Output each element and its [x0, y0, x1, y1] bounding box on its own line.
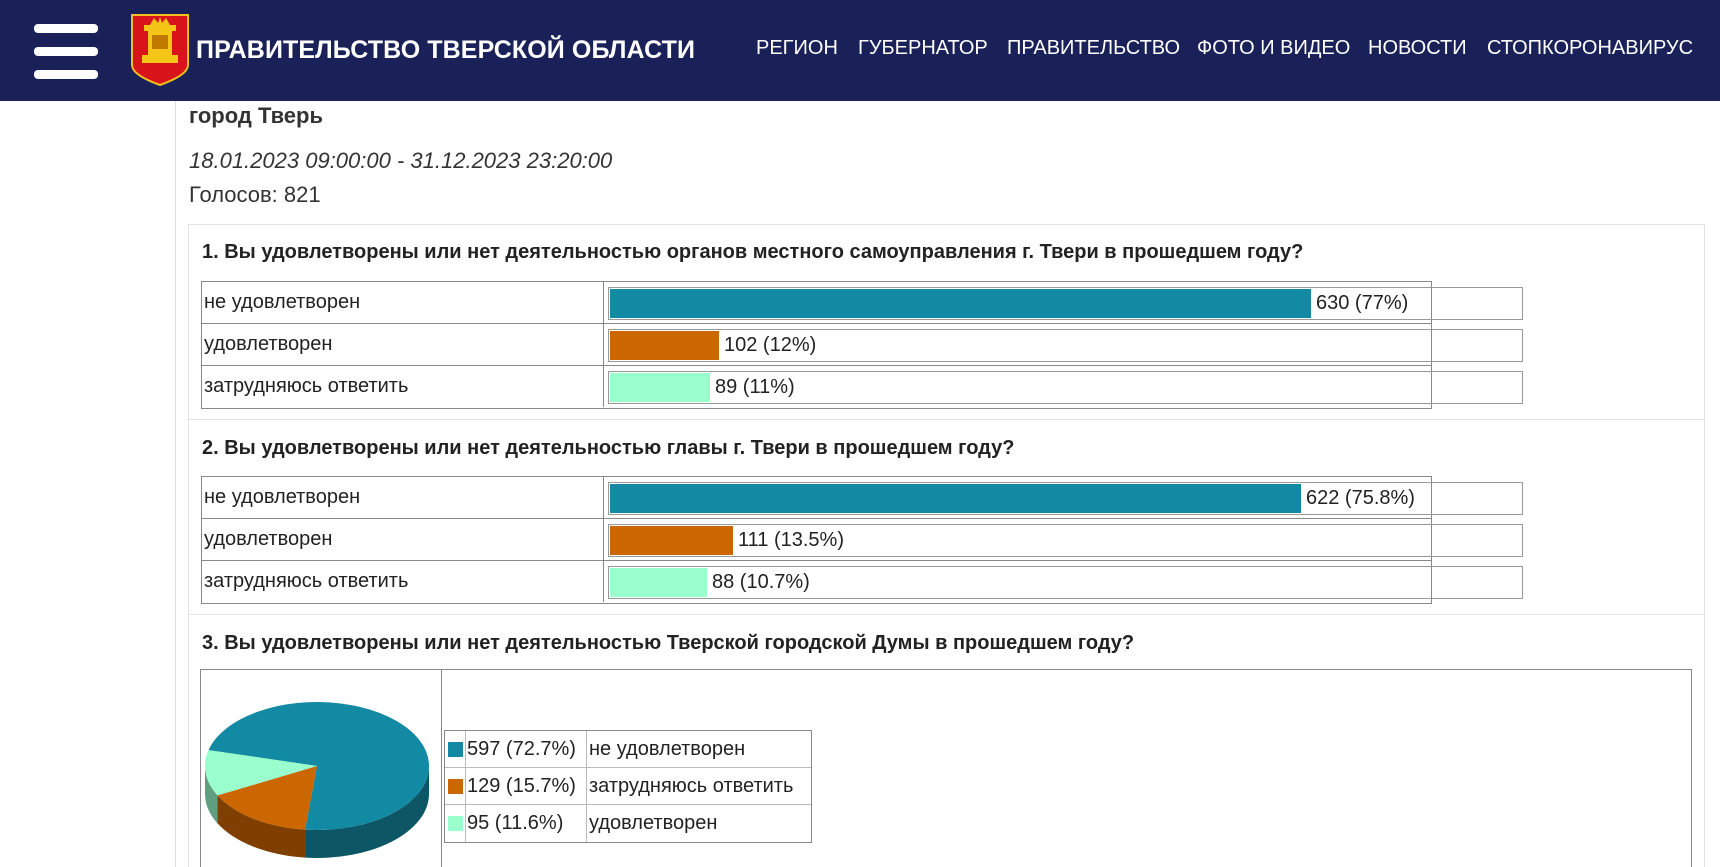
legend-value: 597 (72.7%) — [467, 738, 576, 760]
result-value: 111 (13.5%) — [738, 529, 844, 551]
pie-slice — [217, 766, 317, 830]
legend-swatch — [448, 742, 463, 757]
pie-slice — [205, 750, 317, 796]
question-3-results: 597 (72.7%) не удовлетворен 129 (15.7%) … — [200, 669, 1692, 867]
votes-label: Голосов: — [189, 182, 278, 207]
pie-slice-side — [217, 795, 306, 858]
pie-slice-side — [305, 766, 429, 858]
site-title[interactable]: ПРАВИТЕЛЬСТВО ТВЕРСКОЙ ОБЛАСТИ — [196, 36, 696, 64]
pie-slice — [208, 702, 429, 830]
content-frame — [175, 101, 1720, 867]
result-value: 88 (10.7%) — [712, 571, 810, 593]
legend-swatch — [448, 779, 463, 794]
answer-label: не удовлетворен — [204, 486, 361, 508]
nav-government[interactable]: ПРАВИТЕЛЬСТВО — [1007, 37, 1181, 59]
question-1-title: 1. Вы удовлетворены или нет деятельность… — [202, 241, 1304, 263]
legend-row: 597 (72.7%) не удовлетворен — [445, 731, 811, 768]
result-bar — [610, 373, 710, 402]
legend-value: 95 (11.6%) — [467, 812, 564, 834]
result-bar-track: 88 (10.7%) — [608, 566, 1523, 599]
nav-news[interactable]: НОВОСТИ — [1368, 37, 1467, 59]
result-row: затрудняюсь ответить 88 (10.7%) — [202, 561, 1523, 602]
result-value: 622 (75.8%) — [1306, 487, 1415, 509]
pie-chart — [205, 702, 429, 858]
question-2-block: 2. Вы удовлетворены или нет деятельность… — [188, 419, 1705, 614]
pie-slice-side — [205, 766, 218, 824]
question-3-title: 3. Вы удовлетворены или нет деятельность… — [202, 632, 1135, 654]
result-row: не удовлетворен 630 (77%) — [202, 282, 1523, 324]
result-bar-track: 89 (11%) — [608, 371, 1523, 404]
poll-city: город Тверь — [189, 103, 324, 128]
result-bar — [610, 484, 1301, 513]
votes-count: 821 — [283, 182, 321, 207]
nav-region[interactable]: РЕГИОН — [756, 37, 838, 59]
result-bar — [610, 331, 719, 360]
question-2-results: не удовлетворен 622 (75.8%) удовлетворен… — [201, 476, 1523, 604]
legend-label: затрудняюсь ответить — [589, 775, 794, 797]
legend-row: 95 (11.6%) удовлетворен — [445, 805, 811, 842]
poll-dates: 18.01.2023 09:00:00 - 31.12.2023 23:20:0… — [189, 148, 613, 173]
main-nav: РЕГИОН ГУБЕРНАТОР ПРАВИТЕЛЬСТВО ФОТО И В… — [0, 37, 1720, 63]
nav-stopcoronavirus[interactable]: СТОПКОРОНАВИРУС — [1487, 37, 1694, 59]
result-bar-track: 622 (75.8%) — [608, 482, 1523, 515]
answer-label: удовлетворен — [204, 333, 333, 355]
nav-photo-video[interactable]: ФОТО И ВИДЕО — [1197, 37, 1351, 59]
result-bar-track: 630 (77%) — [608, 287, 1523, 320]
result-value: 89 (11%) — [715, 376, 795, 398]
result-row: не удовлетворен 622 (75.8%) — [202, 477, 1523, 519]
legend-label: не удовлетворен — [589, 738, 746, 760]
question-2-title: 2. Вы удовлетворены или нет деятельность… — [202, 437, 1015, 459]
result-bar — [610, 568, 707, 597]
legend-label: удовлетворен — [589, 812, 718, 834]
result-bar-track: 102 (12%) — [608, 329, 1523, 362]
result-bar — [610, 289, 1311, 318]
tver-coat-of-arms-icon[interactable] — [130, 13, 190, 87]
question-1-block: 1. Вы удовлетворены или нет деятельность… — [188, 224, 1705, 419]
result-row: затрудняюсь ответить 89 (11%) — [202, 366, 1523, 407]
nav-governor[interactable]: ГУБЕРНАТОР — [858, 37, 988, 59]
answer-label: затрудняюсь ответить — [204, 375, 409, 397]
result-row: удовлетворен 102 (12%) — [202, 324, 1523, 366]
site-header: ПРАВИТЕЛЬСТВО ТВЕРСКОЙ ОБЛАСТИ РЕГИОН ГУ… — [0, 0, 1720, 101]
question-3-block: 3. Вы удовлетворены или нет деятельность… — [188, 614, 1705, 867]
answer-label: не удовлетворен — [204, 291, 361, 313]
result-bar — [610, 526, 733, 555]
result-bar-track: 111 (13.5%) — [608, 524, 1523, 557]
legend-row: 129 (15.7%) затрудняюсь ответить — [445, 768, 811, 805]
answer-label: удовлетворен — [204, 528, 333, 550]
answer-label: затрудняюсь ответить — [204, 570, 409, 592]
result-row: удовлетворен 111 (13.5%) — [202, 519, 1523, 561]
result-value: 630 (77%) — [1316, 292, 1409, 314]
legend-swatch — [448, 816, 463, 831]
legend-value: 129 (15.7%) — [467, 775, 576, 797]
question-1-results: не удовлетворен 630 (77%) удовлетворен 1… — [201, 281, 1523, 409]
result-value: 102 (12%) — [724, 334, 817, 356]
pie-legend: 597 (72.7%) не удовлетворен 129 (15.7%) … — [444, 730, 812, 843]
poll-votes: Голосов: 821 — [189, 182, 321, 208]
hamburger-menu-icon[interactable] — [34, 22, 98, 79]
